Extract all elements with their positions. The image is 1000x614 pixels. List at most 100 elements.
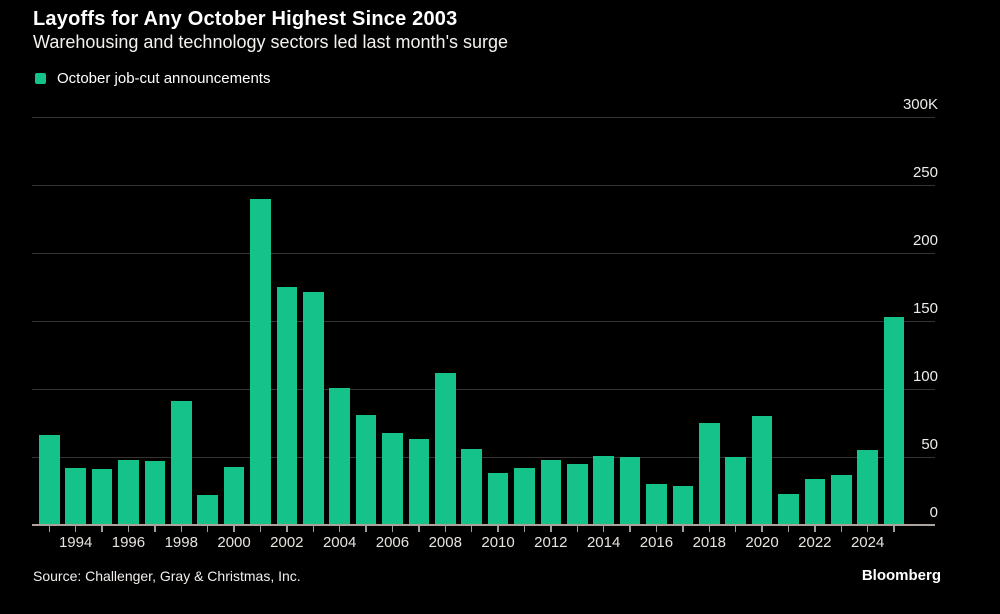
- x-tick-1998: [180, 526, 182, 532]
- x-axis-label-2016: 2016: [639, 534, 674, 551]
- x-axis-label-2018: 2018: [692, 534, 726, 551]
- bar-2005: [355, 414, 377, 525]
- bloomberg-logo: Bloomberg: [861, 567, 941, 584]
- x-tick-2015: [629, 526, 631, 532]
- x-tick-2000: [233, 526, 235, 532]
- x-tick-2018: [708, 526, 710, 532]
- x-tick-1993: [48, 526, 50, 532]
- bar-2003: [303, 292, 324, 525]
- x-axis-label-2022: 2022: [798, 534, 832, 551]
- x-tick-2010: [497, 526, 499, 532]
- x-tick-2022: [814, 526, 816, 532]
- gridline-50: [32, 457, 935, 458]
- bar-2016: [646, 484, 667, 525]
- y-axis-label-50: 50: [921, 436, 938, 453]
- x-tick-2009: [470, 526, 473, 532]
- x-tick-2023: [840, 526, 842, 532]
- bar-2015: [619, 457, 641, 525]
- x-tick-2012: [550, 526, 552, 532]
- bar-1998: [171, 401, 192, 525]
- y-axis-label-200: 200: [912, 232, 938, 249]
- bar-1993: [39, 435, 60, 525]
- x-tick-2007: [418, 526, 420, 532]
- y-axis-label-300k: 300K: [902, 96, 938, 113]
- x-axis-label-1996: 1996: [111, 534, 146, 551]
- gridline-250: [32, 185, 935, 186]
- bar-2012: [540, 459, 562, 525]
- bar-2023: [831, 474, 852, 525]
- x-axis-label-2004: 2004: [322, 534, 357, 551]
- x-tick-2025: [893, 526, 895, 532]
- x-tick-2003: [312, 526, 314, 532]
- gridline-300k: [32, 117, 935, 118]
- x-tick-2005: [365, 526, 367, 532]
- bar-2006: [382, 432, 403, 525]
- bar-2004: [329, 387, 350, 525]
- x-tick-2016: [655, 526, 658, 532]
- bar-2021: [778, 493, 799, 525]
- bar-2022: [804, 478, 826, 525]
- gridline-100: [32, 389, 935, 390]
- bar-2020: [751, 416, 773, 525]
- bar-2025: [883, 316, 905, 525]
- bar-1997: [144, 461, 166, 525]
- x-axis-label-2012: 2012: [534, 534, 568, 551]
- bar-2014: [593, 455, 614, 525]
- x-tick-1996: [127, 526, 130, 532]
- x-axis-label-2006: 2006: [375, 534, 410, 551]
- y-axis-label-100: 100: [912, 368, 938, 385]
- x-axis-label-2010: 2010: [481, 534, 515, 551]
- x-tick-2001: [259, 526, 262, 532]
- bar-2009: [461, 448, 482, 525]
- bar-1995: [91, 469, 113, 525]
- legend: October job-cut announcements: [35, 70, 270, 87]
- bar-2007: [408, 439, 430, 525]
- x-tick-1994: [74, 526, 77, 532]
- chart-title: Layoffs for Any October Highest Since 20…: [33, 8, 458, 30]
- x-tick-2008: [444, 526, 446, 532]
- x-tick-2024: [866, 526, 869, 532]
- bar-2011: [514, 467, 535, 525]
- bar-2017: [672, 485, 694, 525]
- x-tick-2020: [761, 526, 763, 532]
- x-tick-1999: [206, 526, 209, 532]
- x-tick-1995: [101, 526, 103, 532]
- bar-2001: [250, 198, 271, 525]
- x-tick-2021: [787, 526, 790, 532]
- bar-2013: [567, 463, 588, 525]
- source-note: Source: Challenger, Gray & Christmas, In…: [33, 568, 301, 584]
- gridline-200: [32, 253, 935, 254]
- x-axis-line: [32, 524, 935, 526]
- x-tick-1997: [154, 526, 156, 532]
- x-tick-2019: [734, 526, 737, 532]
- bar-2000: [223, 466, 245, 525]
- x-axis-label-2020: 2020: [745, 534, 779, 551]
- x-axis-label-2000: 2000: [217, 534, 251, 551]
- y-axis-label-250: 250: [912, 164, 938, 181]
- x-tick-2002: [286, 526, 288, 532]
- x-axis-label-1998: 1998: [164, 534, 198, 551]
- x-tick-2017: [682, 526, 684, 532]
- x-axis-label-2024: 2024: [850, 534, 885, 551]
- x-axis-label-2002: 2002: [270, 534, 304, 551]
- bar-2018: [699, 423, 720, 525]
- gridline-150: [32, 321, 935, 322]
- legend-label: October job-cut announcements: [57, 70, 271, 87]
- chart-subtitle: Warehousing and technology sectors led l…: [33, 32, 509, 52]
- x-tick-2011: [523, 526, 526, 532]
- bar-2008: [435, 372, 456, 525]
- x-axis-label-1994: 1994: [58, 534, 93, 551]
- x-axis-label-2008: 2008: [428, 534, 462, 551]
- legend-swatch-icon: [35, 73, 46, 84]
- x-tick-2004: [338, 526, 341, 532]
- bar-1996: [118, 459, 139, 525]
- bar-2010: [487, 473, 509, 525]
- bar-1999: [197, 495, 218, 525]
- x-tick-2014: [602, 526, 605, 532]
- x-tick-2013: [576, 526, 578, 532]
- bar-2024: [857, 450, 878, 525]
- y-axis-label-150: 150: [912, 300, 938, 317]
- y-axis-label-0: 0: [929, 504, 938, 521]
- x-axis-label-2014: 2014: [586, 534, 621, 551]
